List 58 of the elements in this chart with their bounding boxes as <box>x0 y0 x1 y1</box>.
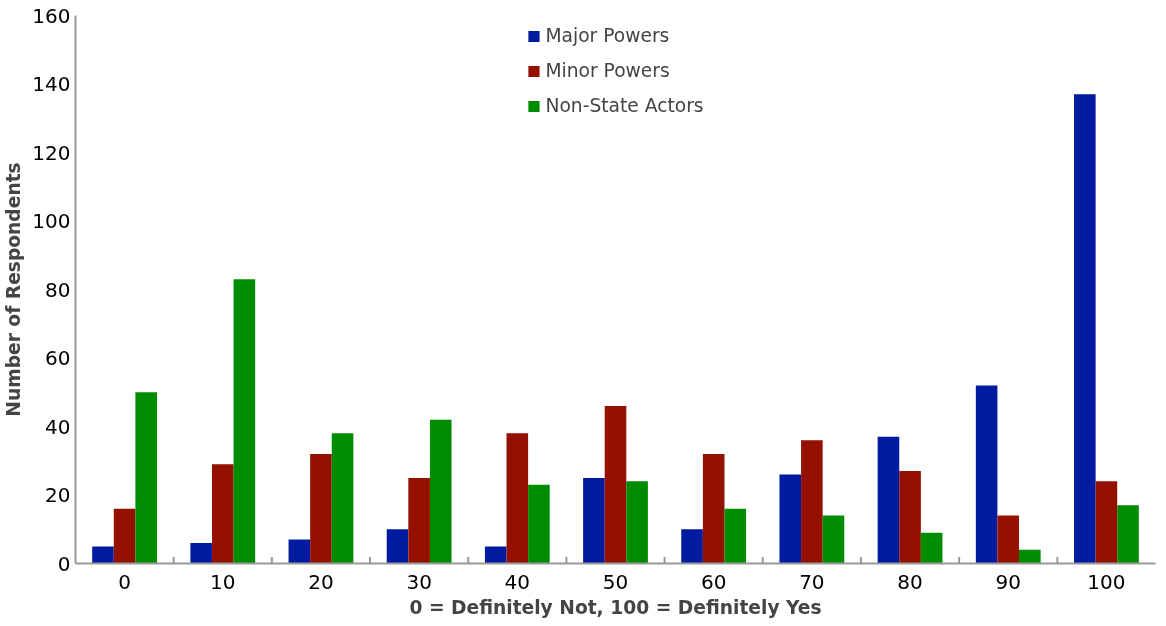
y-tick-label: 60 <box>45 346 71 370</box>
bar <box>386 529 409 564</box>
bar <box>681 529 703 564</box>
bar <box>1095 481 1118 564</box>
bar <box>310 453 332 564</box>
y-tick-label: 100 <box>32 209 71 233</box>
bar <box>288 539 311 564</box>
bar <box>626 481 648 564</box>
bar <box>822 515 845 564</box>
x-tick-label: 20 <box>308 569 334 594</box>
bar <box>484 546 507 564</box>
bar <box>408 477 430 564</box>
bar <box>877 436 900 564</box>
x-tick-label: 60 <box>700 569 727 594</box>
x-tick-label: 100 <box>1087 569 1126 594</box>
bar <box>1117 505 1139 564</box>
bar <box>1019 549 1041 564</box>
y-tick-label: 40 <box>45 414 71 439</box>
bar <box>429 419 452 564</box>
x-tick-label: 10 <box>210 569 236 594</box>
legend-label: Non-State Actors <box>545 95 704 116</box>
y-tick-label: 0 <box>57 551 71 576</box>
y-axis-title: Number of Respondents <box>3 162 25 417</box>
x-tick-label: 0 <box>118 569 131 594</box>
bar <box>997 515 1020 564</box>
x-tick-label: 50 <box>602 569 629 594</box>
x-axis-title: 0 = Definitely Not, 100 = Definitely Yes <box>409 596 822 618</box>
x-tick-label: 70 <box>799 569 825 594</box>
x-tick-label: 80 <box>897 569 923 594</box>
bar <box>801 440 823 564</box>
y-tick-label: 80 <box>45 277 71 302</box>
bar <box>113 508 136 564</box>
legend-label: Major Powers <box>545 25 670 46</box>
bar <box>1074 94 1096 564</box>
bar <box>528 484 550 564</box>
bar <box>920 532 943 564</box>
y-tick-label: 20 <box>45 483 71 507</box>
bar <box>702 453 725 564</box>
bar <box>506 433 529 564</box>
x-tick-label: 90 <box>995 569 1021 594</box>
bar <box>135 392 157 564</box>
bar <box>211 464 234 564</box>
bar <box>233 279 256 564</box>
bar <box>583 477 605 564</box>
bar <box>604 405 627 564</box>
legend-label: Minor Powers <box>545 60 670 81</box>
y-tick-label: 120 <box>32 140 71 165</box>
y-tick-label: 160 <box>32 3 71 28</box>
bar <box>899 471 921 564</box>
x-tick-label: 40 <box>504 569 531 594</box>
y-tick-label: 140 <box>32 72 71 96</box>
bar <box>724 508 747 564</box>
bar <box>190 542 212 564</box>
bar <box>331 433 354 564</box>
x-tick-label: 30 <box>406 569 432 594</box>
bar <box>975 385 998 564</box>
bar <box>92 546 114 564</box>
bar <box>779 474 802 564</box>
